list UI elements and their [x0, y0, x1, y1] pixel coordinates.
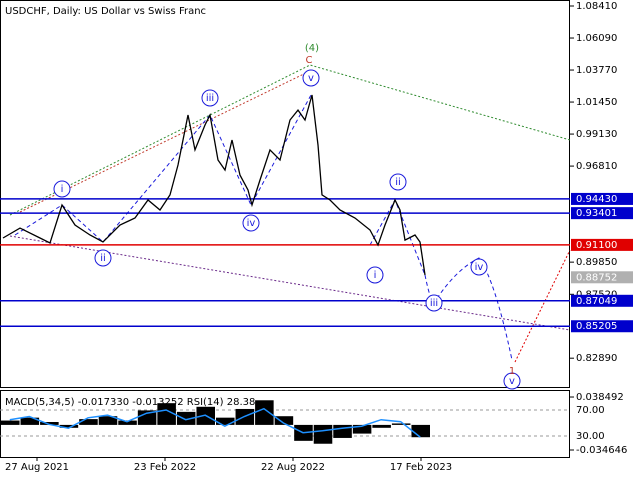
wave-label: (4)	[305, 43, 319, 54]
wave-label: v	[308, 73, 314, 84]
y2-tick-label: 30.00	[576, 431, 605, 442]
y-tick-label: 0.96810	[576, 161, 617, 172]
wave-label: 1	[509, 366, 515, 377]
level-line-box	[571, 192, 633, 205]
macd-bar	[411, 424, 430, 438]
wave-label: C	[306, 55, 313, 66]
indicator-title: MACD(5,34,5) -0.017330 -0.013252 RSI(14)…	[5, 397, 255, 408]
y-tick-label: 0.87520	[576, 289, 617, 300]
level-line-label: 0.85205	[576, 321, 617, 332]
macd-bar	[79, 419, 98, 425]
last-price-label: 0.88752	[576, 272, 617, 283]
wave-circle	[389, 173, 407, 191]
wave-circle	[94, 249, 112, 267]
x-tick-label: 27 Aug 2021	[5, 462, 69, 473]
last-price-box	[571, 271, 633, 284]
y-tick-label: 0.82890	[576, 353, 617, 364]
level-line-label: 0.87049	[576, 296, 617, 307]
wave-label: iii	[430, 298, 438, 309]
macd-bar	[40, 422, 59, 425]
wave-circle	[201, 89, 219, 107]
macd-bar	[137, 410, 157, 425]
main-panel	[0, 0, 570, 388]
macd-bar	[313, 424, 333, 444]
chart-title: USDCHF, Daily: US Dollar vs Swiss Franc	[5, 6, 206, 17]
x-tick-label: 22 Aug 2022	[261, 462, 325, 473]
wave-circle	[470, 258, 488, 276]
macd-bar	[98, 416, 118, 425]
macd-bar	[372, 424, 391, 428]
macd-bar	[157, 403, 176, 425]
macd-bar	[20, 417, 40, 425]
y-tick-label: 0.038492	[576, 392, 624, 403]
level-line-box	[571, 294, 633, 307]
wave-label: i	[374, 270, 377, 281]
macd-bar	[274, 416, 294, 425]
wave-label: ii	[100, 253, 106, 264]
wave-circle	[503, 372, 521, 390]
price-line	[2, 94, 426, 276]
wave-label: iv	[247, 218, 256, 229]
y-tick-label: 1.08410	[576, 1, 617, 12]
wave-label: iii	[206, 93, 214, 104]
level-line-box	[571, 238, 633, 251]
level-line-box	[571, 207, 633, 220]
macd-bar	[59, 424, 79, 428]
wave-circle	[242, 214, 260, 232]
level-line-label: 0.94430	[576, 194, 617, 205]
macd-bar	[352, 424, 372, 434]
level-line-box	[571, 320, 633, 333]
wave-circle	[53, 180, 71, 198]
y2-tick-label: 70.00	[576, 405, 605, 416]
y-tick-label: 1.01450	[576, 97, 617, 108]
wave-label: v	[509, 376, 515, 387]
x-tick-label: 23 Feb 2022	[134, 462, 196, 473]
macd-panel	[0, 390, 570, 458]
macd-bar	[176, 411, 196, 425]
x-tick-label: 17 Feb 2023	[390, 462, 452, 473]
y-tick-label: 1.06090	[576, 33, 617, 44]
macd-bar	[1, 420, 20, 425]
macd-bar	[216, 417, 235, 425]
y-tick-label: 1.03770	[576, 65, 617, 76]
level-line-label: 0.91100	[576, 240, 617, 251]
wave-circle	[425, 294, 443, 312]
wave-label: ii	[395, 177, 401, 188]
macd-bar	[255, 400, 274, 425]
wave-label: iv	[475, 262, 484, 273]
y-tick-label: 0.89850	[576, 257, 617, 268]
wave-label: i	[61, 184, 64, 195]
y-tick-label: -0.034646	[576, 445, 627, 456]
macd-bar	[391, 423, 411, 425]
y-tick-label: 0.99130	[576, 129, 617, 140]
level-line-label: 0.93401	[576, 208, 617, 219]
macd-bar	[118, 420, 137, 425]
wave-circle	[302, 69, 320, 87]
wave-lines	[14, 94, 513, 361]
rsi-line	[9, 407, 421, 438]
wave-circle	[366, 266, 384, 284]
